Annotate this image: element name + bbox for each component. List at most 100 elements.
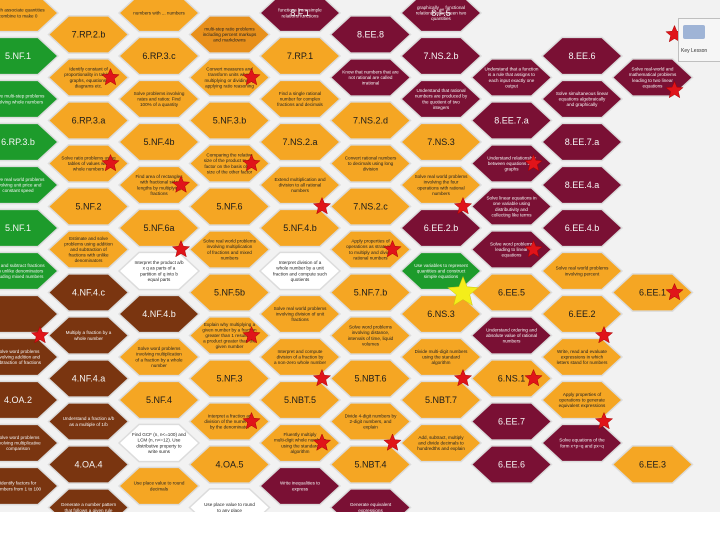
hex-cell: 5.NBT.7 — [399, 380, 483, 420]
hex-cell: Explain why multiplying a given number by… — [188, 316, 271, 355]
hex-cell: Interpret division of a whole number by a… — [258, 251, 342, 291]
hex-standard-label: 6.EE.4.b — [565, 223, 600, 233]
hex-shape — [47, 187, 130, 226]
hex-cell: 4.NF.4.a — [47, 359, 130, 398]
hex-shape — [399, 36, 483, 76]
star-icon — [171, 175, 191, 193]
hex-standard-label: 6.EE.2 — [568, 309, 595, 319]
hex-cell: 6.RP.3.a — [47, 101, 130, 140]
hex-shape — [188, 402, 271, 441]
hex-cell: 5.NF.3.b — [188, 101, 271, 140]
hex-shape — [258, 0, 342, 33]
hex-shape — [470, 316, 553, 355]
hex-cell: 7.NS.3 — [399, 122, 483, 162]
star-icon — [524, 239, 543, 258]
hex-description: multi-step ratio problems including perce… — [203, 26, 257, 42]
hex-standard-label: 6.EE.1 — [639, 288, 666, 298]
hex-description: Solve word problems involving addition an… — [0, 349, 42, 365]
hex-cell: 5.NF.3 — [188, 359, 271, 398]
hex-cell: Solve real-world and mathematical problem… — [611, 58, 694, 97]
hex-cell: Use place value to round decimals — [117, 466, 201, 506]
hex-shape — [188, 445, 271, 484]
star-icon — [383, 433, 402, 451]
hex-cell: 5.NBT.5 — [258, 380, 342, 420]
hex-shape — [188, 273, 271, 312]
hex-cell: 6.EE.1 — [611, 273, 694, 312]
hex-standard-label: 5.NF.6a — [143, 223, 174, 233]
hex-shape — [399, 122, 483, 162]
hex-cell: 8.EE.7.a — [540, 122, 624, 162]
star-icon — [171, 239, 191, 258]
hex-standard-label: 5.NBT.7 — [425, 395, 457, 405]
hex-shape — [258, 36, 342, 76]
hex-standard-label: 8.EE.7.a — [565, 137, 600, 147]
hex-description: Divide multi-digit numbers using the stan… — [415, 349, 469, 365]
hex-standard-label: 5.NF.1 — [5, 51, 31, 61]
hex-cell: 5.NF.2 — [47, 187, 130, 226]
hex-shape — [47, 15, 130, 54]
hex-shape — [540, 122, 624, 162]
hex-description: Understand a fraction a/b as a multiple o… — [63, 416, 115, 427]
hex-standard-label: 8.EE.7.a — [494, 116, 529, 126]
hex-shape — [470, 101, 553, 140]
star-icon — [242, 67, 261, 86]
hex-shape — [540, 36, 624, 76]
hex-cell: Estimate and solve problems using additio… — [47, 230, 130, 269]
hex-standard-label: 5.NBT.4 — [354, 460, 386, 470]
hex-shape — [329, 359, 412, 398]
hex-standard-label: 7.NS.2.c — [353, 202, 388, 212]
hex-cell: Understand that rational numbers are prod… — [399, 79, 483, 119]
hex-description: Solve real world problems involving divis… — [274, 306, 328, 322]
star-icon — [453, 368, 473, 387]
hex-shape — [399, 0, 483, 33]
hex-description: Extend multiplication and division to all… — [274, 177, 326, 193]
hex-shape — [0, 165, 60, 205]
hex-shape — [540, 165, 624, 205]
star-icon — [383, 239, 402, 258]
hex-cell: Divide 4-digit numbers by 2-digit numbers… — [329, 402, 412, 441]
hex-shape — [329, 58, 412, 97]
hex-cell: 6.EE.6 — [470, 445, 553, 484]
hex-description: Generate equivalent expressions — [350, 502, 392, 513]
hex-cell: Interpret and compute division of a fract… — [258, 337, 342, 377]
star-icon — [524, 368, 543, 387]
hex-description: Solve equations of the form x+p=q and px=… — [559, 438, 605, 449]
hex-description: Comparing the relative size of the produc… — [204, 153, 256, 175]
star-icon — [665, 80, 684, 99]
hex-shape — [117, 36, 201, 76]
hex-cell: Find GCF (n, n<=100) and LCM (n, n<=12). … — [117, 423, 201, 463]
hex-shape — [0, 122, 60, 162]
hex-cell: Solve real world problems involving perce… — [540, 251, 624, 291]
legend-text: Key Lesson — [681, 48, 708, 54]
star-icon — [242, 411, 261, 430]
bottom-bar — [0, 512, 720, 540]
hex-description: Solve real world problems involving multi… — [203, 239, 257, 261]
hex-shape — [0, 79, 60, 119]
hex-description: Generate a number pattern that follows a … — [61, 502, 117, 513]
hex-cell: Solve ratio problems using tables of valu… — [47, 144, 130, 183]
hex-description: Solve real world problems involving the f… — [415, 174, 469, 196]
hex-cell: Apply properties of operations to generat… — [540, 380, 624, 420]
hex-cell: 8.EE.6 — [540, 36, 624, 76]
hex-cell: 5.NF.4b — [117, 122, 201, 162]
hex-shape — [0, 380, 60, 420]
hex-cell: Convert measures and transform units when… — [188, 58, 271, 97]
hex-cell: 5.NF.6a — [117, 208, 201, 248]
hex-description: Find a single rational number for complex… — [277, 91, 323, 107]
hex-cell: Write, read and evaluate expressions in w… — [540, 337, 624, 377]
hex-standard-label: 5.NBT.6 — [354, 374, 386, 384]
hex-standard-label: 8.F.1 — [290, 8, 310, 18]
hex-standard-label: 8.EE.8 — [357, 30, 384, 40]
hex-standard-label: 4.OA.5 — [215, 460, 243, 470]
hex-cell: 5.NF.7.b — [329, 273, 412, 312]
hex-cell: Solve real world problems involving multi… — [188, 230, 271, 269]
hex-description: Interpret the product a/b x q as parts of… — [134, 260, 183, 282]
hex-cell: 6.EE.7 — [470, 402, 553, 441]
hex-cell: Identify constant of proportionality in t… — [47, 58, 130, 97]
